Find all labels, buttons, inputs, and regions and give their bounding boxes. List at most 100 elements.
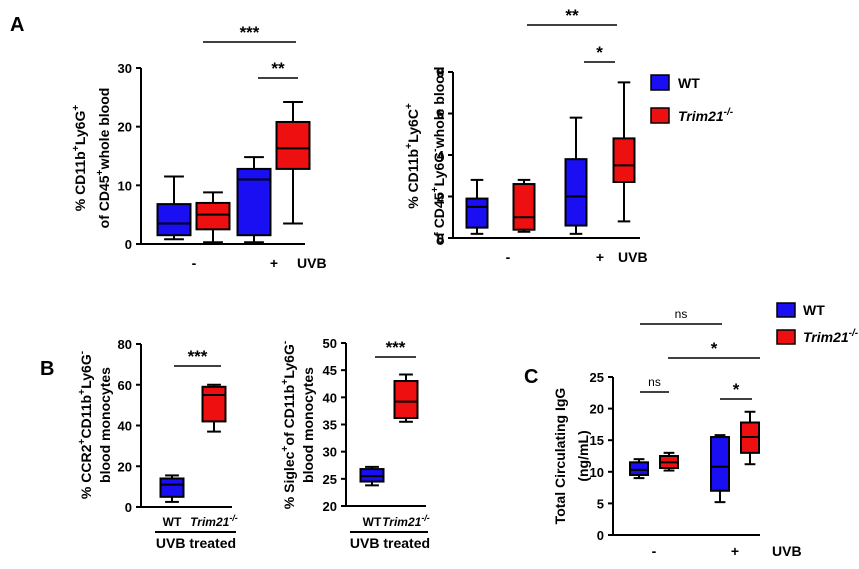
y-tick-label: 8 xyxy=(437,65,444,80)
significance-bar: ** xyxy=(258,59,298,79)
category-name: Trim21 xyxy=(382,515,421,529)
box-trim21 xyxy=(659,451,679,472)
legend-c-wt-swatch xyxy=(776,302,796,318)
treatment-label: UVB xyxy=(772,543,802,559)
y-tick-label: 5 xyxy=(597,496,604,511)
y-label-sup: + xyxy=(95,169,106,175)
legend-ko-label: Trim21-/- xyxy=(678,107,734,124)
box-iqr xyxy=(275,120,311,170)
y-label-text: whole blood xyxy=(96,88,112,171)
y-label-sup: + xyxy=(280,379,291,385)
box-wt xyxy=(156,175,192,241)
box-wt xyxy=(359,465,385,487)
y-tick-label: 0 xyxy=(125,500,132,515)
significance-bar: * xyxy=(720,380,752,400)
y-label-text: blood monocytes xyxy=(300,367,316,483)
box-wt xyxy=(629,458,649,480)
y-tick-label: 25 xyxy=(323,472,337,487)
box-iqr xyxy=(629,461,649,476)
y-axis-label: of CD45+ Ly6G- whole blood xyxy=(430,67,447,246)
legend-wt-swatch xyxy=(650,74,670,91)
y-tick-label: 60 xyxy=(118,378,132,393)
y-label-sup: + xyxy=(280,446,291,452)
y-label-text: Ly6G xyxy=(78,354,94,389)
y-label-text: % CD11b xyxy=(405,149,421,209)
y-tick-label: 10 xyxy=(118,178,132,193)
x-group-label: - xyxy=(506,249,511,265)
box-wt xyxy=(465,178,489,235)
y-label-sup: - xyxy=(77,351,88,354)
y-axis-label: (ng/mL) xyxy=(575,430,591,481)
chart-5: 0 5 10 15 20 25 Total Circulating IgG (ng/mL) - +… xyxy=(552,307,802,559)
y-label-text: (ng/mL) xyxy=(575,430,591,481)
panel-label-c: C xyxy=(524,366,538,388)
category-name: Trim21 xyxy=(190,515,229,529)
treatment-label: UVB treated xyxy=(350,535,430,551)
y-tick-label: 10 xyxy=(590,465,604,480)
y-axis-label: % Siglec+ of CD11b+ Ly6G- xyxy=(280,341,297,509)
y-label-text: of CD45 xyxy=(96,175,112,228)
y-label-text: % Siglec xyxy=(281,451,297,509)
x-category-label: WT xyxy=(163,515,182,529)
y-label-sup: + xyxy=(77,389,88,395)
y-axis-label: of CD45+ whole blood xyxy=(95,88,112,229)
y-tick-label: 6 xyxy=(437,107,444,122)
box-iqr xyxy=(465,197,489,229)
y-label-text: Total Circulating IgG xyxy=(552,388,568,525)
y-axis-label: % CCR2+ CD11b+ Ly6G- xyxy=(77,351,94,499)
y-tick-label: 20 xyxy=(118,120,132,135)
y-tick-label: 80 xyxy=(118,337,132,352)
box-wt xyxy=(710,434,730,504)
box-iqr xyxy=(159,477,185,498)
significance-bar: ns xyxy=(640,375,669,393)
panel-label-a: A xyxy=(10,14,24,36)
y-label-text: CD11b xyxy=(78,395,94,439)
y-tick-label: 50 xyxy=(323,336,337,351)
y-tick-label: 30 xyxy=(118,61,132,76)
significance-bar: ** xyxy=(527,6,617,26)
box-iqr xyxy=(195,201,231,231)
significance-bar: * xyxy=(584,43,615,63)
y-tick-label: 40 xyxy=(323,390,337,405)
legend-c: WT Trim21-/- xyxy=(776,302,859,345)
x-group-label: + xyxy=(270,255,278,271)
y-label-text: % CD11b xyxy=(72,151,88,211)
y-tick-label: 20 xyxy=(118,459,132,474)
significance-bar: *** xyxy=(375,338,416,358)
y-label-sup: + xyxy=(71,145,82,151)
panel-label-b: B xyxy=(40,358,54,380)
y-tick-label: 2 xyxy=(437,190,444,205)
y-axis-label: Total Circulating IgG xyxy=(552,388,568,525)
y-tick-label: 0 xyxy=(125,237,132,252)
y-label-text: Ly6G xyxy=(281,344,297,379)
box-trim21 xyxy=(740,410,760,466)
significance-bar: *** xyxy=(174,347,221,367)
box-iqr xyxy=(156,203,192,237)
y-label-text: of CD11b xyxy=(281,385,297,446)
legend-c-ko-label: Trim21-/- xyxy=(803,328,859,345)
legend-wt-label: WT xyxy=(678,75,700,91)
y-label-text: % CCR2 xyxy=(78,444,94,499)
legend-top: WT Trim21-/- xyxy=(650,74,734,124)
y-tick-label: 45 xyxy=(323,363,337,378)
legend-ko-name: Trim21 xyxy=(678,108,724,124)
x-group-label: + xyxy=(596,249,604,265)
y-label-text: of CD45 xyxy=(431,192,447,245)
y-axis-label: blood monocytes xyxy=(97,367,113,483)
y-label-sup: + xyxy=(77,439,88,445)
y-axis-label: blood monocytes xyxy=(300,367,316,483)
treatment-label: UVB xyxy=(297,255,327,271)
box-wt xyxy=(159,474,185,503)
box-trim21 xyxy=(512,178,536,233)
treatment-label: UVB treated xyxy=(156,535,236,551)
significance-label: ns xyxy=(675,307,688,321)
y-tick-label: 25 xyxy=(590,370,604,385)
significance-label: *** xyxy=(240,23,260,42)
y-tick-label: 20 xyxy=(323,499,337,514)
y-tick-label: 40 xyxy=(118,419,132,434)
box-wt xyxy=(236,156,272,244)
y-tick-label: 15 xyxy=(590,433,604,448)
y-label-text: blood monocytes xyxy=(97,367,113,483)
